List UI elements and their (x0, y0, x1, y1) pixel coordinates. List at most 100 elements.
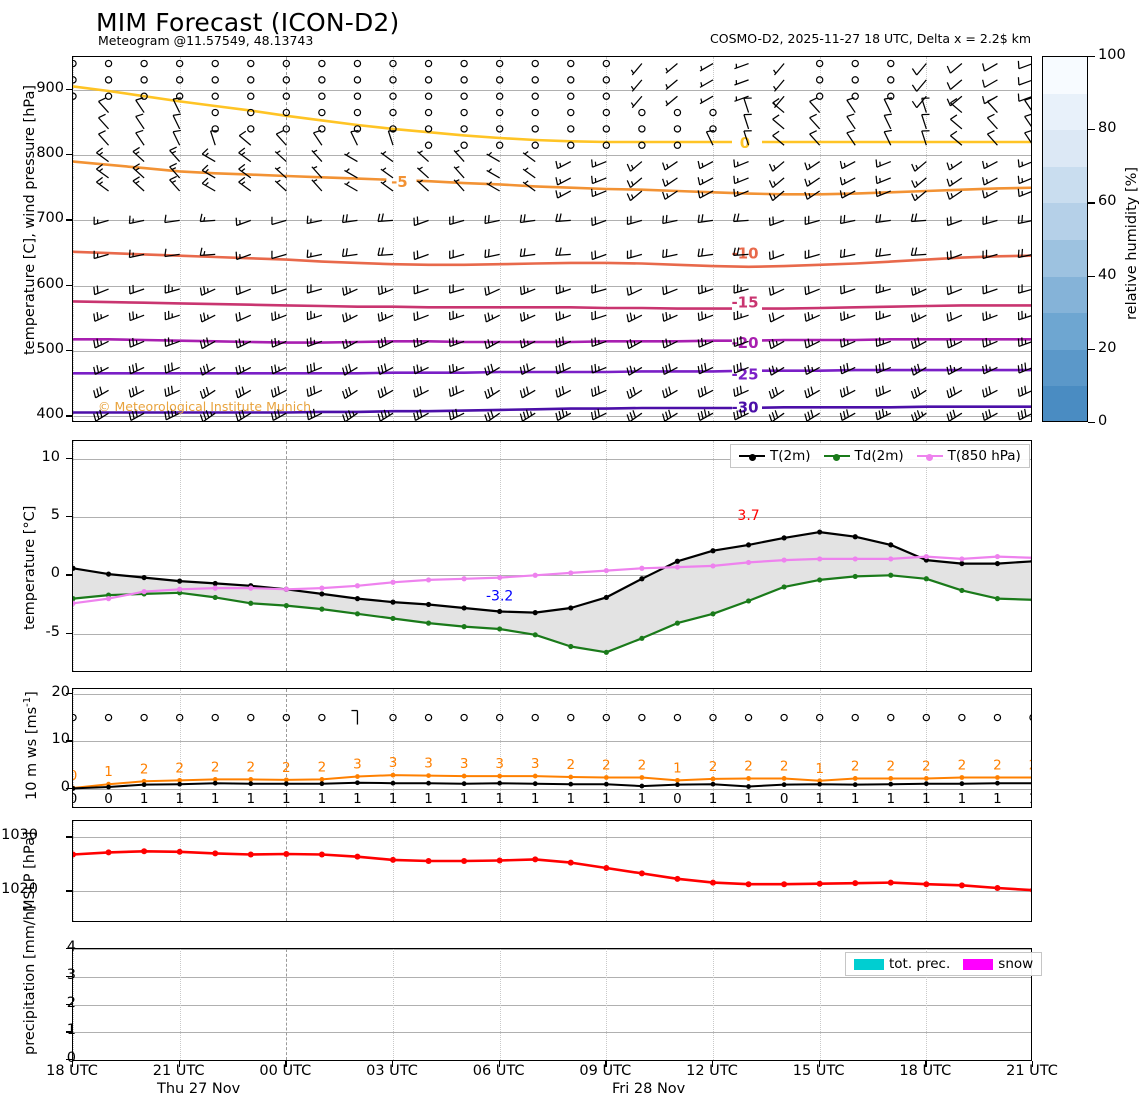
wind-barb (531, 141, 539, 149)
wind-barb (555, 190, 572, 199)
wind-barb (175, 713, 184, 722)
wind-barb (73, 92, 77, 100)
datapoint (674, 620, 681, 626)
wind-barb (982, 160, 998, 170)
wind-barb (353, 125, 362, 133)
tick-mark (66, 154, 72, 156)
wind-barb (235, 386, 252, 399)
gridline-horizontal (73, 1032, 1031, 1034)
wind-barb (201, 148, 216, 163)
wind-barb (555, 336, 572, 348)
datapoint (283, 781, 289, 787)
gust-label: 3 (495, 756, 504, 772)
wind-barb (673, 141, 682, 149)
isotherm-label--10: -10 (731, 243, 762, 262)
datapoint (496, 857, 503, 864)
wind-barb (883, 97, 893, 113)
wind-barb (128, 409, 145, 421)
wind-barb (875, 310, 891, 321)
wind-barb (211, 713, 219, 722)
isotherm--25 (73, 368, 1031, 375)
wind-barb (768, 177, 785, 189)
wind-barb (164, 385, 180, 397)
wind-barb (662, 311, 678, 322)
datapoint (639, 775, 645, 780)
datapoint (461, 858, 468, 864)
legend-line-td2m (823, 453, 850, 461)
legend-label-t2m: T(2m) (770, 448, 811, 464)
wind-barb (318, 59, 326, 68)
wind-barb (128, 311, 145, 322)
wind-barb (132, 163, 145, 179)
wind-barb (1017, 77, 1031, 86)
wind-barb (591, 310, 607, 321)
wind-barb (353, 76, 362, 84)
legend-label-totprec: tot. prec. (889, 956, 951, 972)
wind-barb (235, 338, 252, 349)
datapoint (426, 773, 431, 778)
gridline-horizontal (73, 220, 1031, 222)
wind-barb (982, 409, 998, 421)
wind-barb (199, 363, 216, 376)
wind-barb (946, 250, 963, 261)
tick-mark (66, 1003, 72, 1005)
datapoint (959, 781, 965, 787)
gridline-vertical (499, 821, 502, 921)
wind-barb (73, 76, 77, 84)
datapoint (532, 781, 538, 787)
tick-mark (1032, 1061, 1034, 1067)
wind-barb (522, 150, 536, 163)
wind-barb (306, 408, 323, 421)
wind-barb (733, 310, 749, 321)
gridline-vertical (606, 689, 608, 807)
gust-label: 2 (318, 759, 327, 775)
wind-barb (626, 215, 643, 226)
wind-barb (982, 311, 998, 322)
wind-barb (567, 141, 575, 149)
wind-barb (697, 284, 714, 295)
wind-barb (73, 341, 74, 343)
datapoint (603, 865, 610, 872)
wind-barb (555, 311, 572, 322)
wind-barb (128, 284, 145, 295)
wind-barb (697, 248, 714, 258)
gridline-vertical (606, 949, 608, 1060)
wind-barb (733, 336, 749, 348)
wind-barb (211, 108, 219, 117)
datapoint (817, 781, 823, 787)
gust-label: 2 (140, 761, 149, 777)
wind-barb (247, 59, 255, 68)
wind-barb (235, 365, 252, 376)
datapoint (888, 556, 894, 562)
wind-barb (815, 76, 824, 84)
wind-barb (522, 167, 536, 179)
colorbar-segment (1043, 240, 1087, 278)
mean-wind-label: 1 (851, 791, 860, 807)
wind-barb (199, 337, 216, 350)
datapoint (73, 565, 76, 571)
gust-label: 3 (460, 756, 469, 772)
gust-label: 3 (531, 756, 540, 772)
wind-barb (377, 311, 394, 322)
gridline-horizontal (73, 741, 1031, 743)
datapoint (141, 589, 147, 595)
datapoint (817, 778, 823, 784)
wind-barb (911, 190, 927, 202)
legend-item-t2m: T(2m) (739, 448, 811, 464)
wind-barb (342, 286, 358, 296)
wind-barb (555, 362, 572, 375)
wind-barb (875, 188, 892, 198)
wind-barb (211, 125, 219, 133)
wind-barb (602, 108, 611, 117)
wind-barb (98, 97, 110, 113)
wind-barb (982, 62, 998, 72)
datapoint (567, 859, 574, 866)
wind-barb (949, 114, 963, 130)
datapoint (959, 556, 965, 562)
datapoint (888, 542, 894, 548)
datapoint (852, 880, 859, 887)
wind-barb (453, 149, 465, 162)
x-tick-label: 06 UTC (472, 1063, 525, 1079)
gridline-horizontal (73, 976, 1031, 978)
mean-wind-label: 1 (566, 791, 575, 807)
